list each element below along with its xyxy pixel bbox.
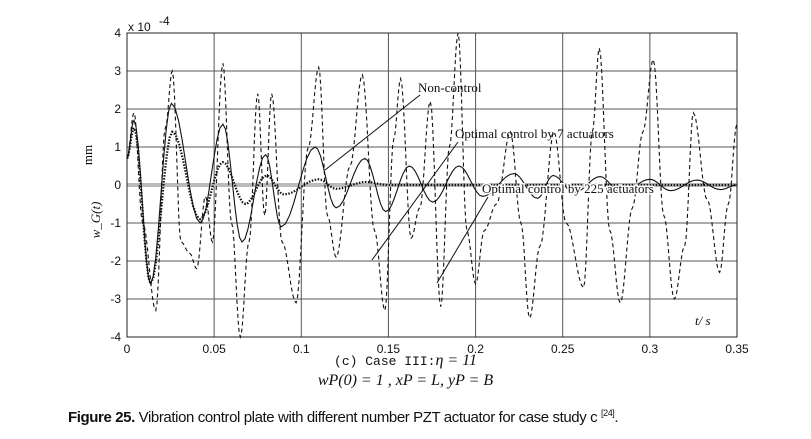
x-tick-label: 0.2 [467,342,484,356]
conditions: wP(0) = 1 , xP = L, yP = B [317,372,494,389]
y-tick-label: 3 [114,64,121,78]
annotation-7-actuators: Optimal control by 7 actuators [455,126,614,141]
figure-caption: Figure 25. Vibration control plate with … [68,408,619,426]
x-tick-label: 0.05 [202,342,226,356]
chart: 0 0.05 0.1 0.15 0.2 0.25 0.3 0.35 4 3 2 1 0 -1 -2 -3 -4 x… [80,14,749,356]
y-tick-label: 2 [114,102,121,116]
y-tick-label: -3 [110,292,121,306]
x-axis-label: t/ s [695,313,711,328]
caption-ref: [24] [600,408,615,418]
y-tick-label: -1 [110,216,121,230]
annotation-arrow [371,141,459,261]
y-tick-label: -4 [110,330,121,344]
annotation-225-actuators: Optimal control by 225 actuators [482,181,654,196]
x-tick-label: 0.1 [293,342,310,356]
case-eta: η = 11 [435,352,477,369]
annotation-arrow [436,196,489,284]
y-scale-exponent: -4 [159,14,170,28]
x-tick-label: 0.25 [551,342,575,356]
series-line-non-control [126,32,738,340]
y-scale-label: x 10 [128,20,151,34]
x-tick-label: 0.15 [377,342,401,356]
y-tick-label: 1 [114,140,121,154]
y-tick-label: 0 [114,178,121,192]
annotation-arrow [324,94,421,171]
annotation-non-control: Non-control [418,80,482,95]
x-tick-label: 0 [124,342,131,356]
caption-end: . [614,409,619,426]
y-axis-label: w_G(t) [88,202,103,239]
y-tick-label: -2 [110,254,121,268]
caption-text: Vibration control plate with different n… [134,409,601,426]
caption-label: Figure 25. [68,409,135,426]
y-tick-label: 4 [114,26,121,40]
case-label: (c) Case III: [334,354,436,369]
x-tick-label: 0.35 [725,342,749,356]
y-axis-unit: mm [80,145,95,165]
series-line-225-actuators [126,125,737,287]
subfigure-label: (c) Case III:η = 11 [0,352,811,370]
x-tick-label: 0.3 [642,342,659,356]
